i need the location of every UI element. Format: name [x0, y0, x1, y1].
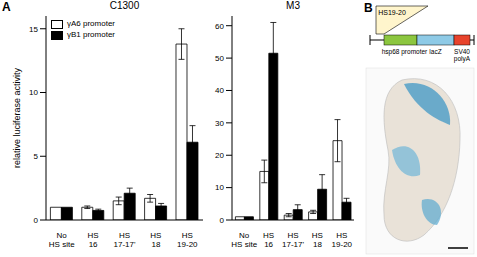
svg-text:HS18: HS18	[150, 231, 161, 249]
html-text:γA6 promoter: γA6 promoter	[67, 19, 115, 28]
svg-text:HS19-20: HS19-20	[177, 231, 198, 249]
svg-text:60: 60	[215, 22, 224, 31]
html-text:M3: M3	[286, 0, 300, 11]
html-text:A: A	[2, 0, 11, 14]
svg-text:HS16: HS16	[263, 231, 274, 249]
svg-text:10: 10	[215, 183, 224, 192]
svg-text:0: 0	[34, 216, 39, 225]
svg-text:SV40polyA: SV40polyA	[454, 48, 471, 63]
svg-text:HS16: HS16	[88, 231, 99, 249]
svg-text:relative luciferase activity: relative luciferase activity	[12, 67, 22, 168]
svg-text:HS18: HS18	[312, 231, 323, 249]
svg-text:15: 15	[29, 25, 38, 34]
html-text:γB1 promoter: γB1 promoter	[67, 30, 115, 39]
svg-text:HS19-20: HS19-20	[332, 231, 353, 249]
svg-text:HS19-20: HS19-20	[378, 9, 406, 16]
html-text:C1300: C1300	[109, 0, 140, 11]
svg-text:0: 0	[220, 216, 225, 225]
svg-text:50: 50	[215, 54, 224, 63]
svg-text:10: 10	[29, 88, 38, 97]
svg-text:lacZ: lacZ	[429, 48, 441, 55]
svg-text:30: 30	[215, 119, 224, 128]
svg-text:hsp68 promoter: hsp68 promoter	[382, 48, 428, 56]
svg-text:5: 5	[34, 152, 39, 161]
svg-text:NoHS site: NoHS site	[49, 231, 75, 249]
svg-text:NoHS site: NoHS site	[231, 231, 257, 249]
svg-text:40: 40	[215, 86, 224, 95]
svg-text:HS17-17': HS17-17'	[282, 231, 304, 249]
svg-text:HS17-17': HS17-17'	[114, 231, 136, 249]
svg-text:B: B	[364, 1, 373, 15]
svg-text:20: 20	[215, 151, 224, 160]
